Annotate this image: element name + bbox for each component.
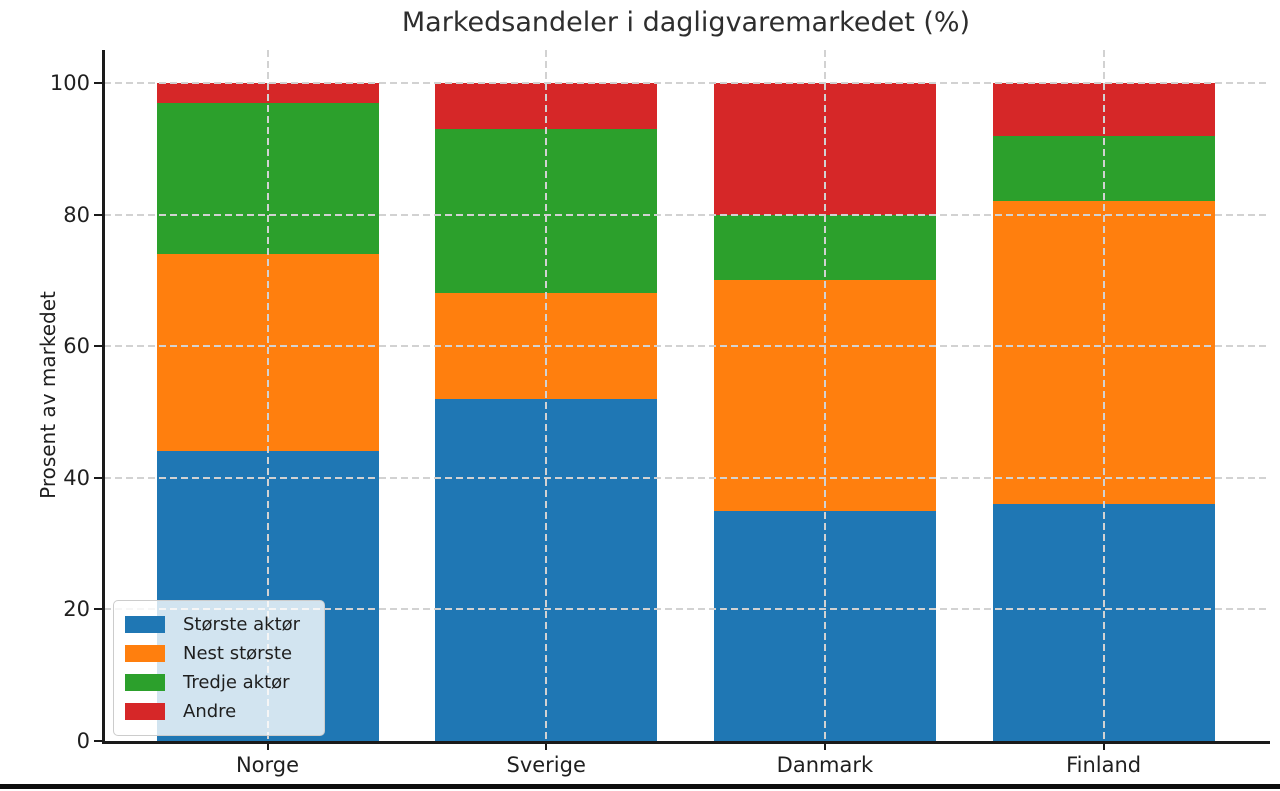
gridline-vertical bbox=[545, 50, 548, 741]
y-tick-mark bbox=[94, 608, 102, 611]
y-tick-label: 80 bbox=[63, 202, 90, 227]
x-tick-mark bbox=[823, 742, 826, 750]
y-tick-mark bbox=[94, 213, 102, 216]
gridline-vertical bbox=[823, 50, 826, 741]
x-axis-spine bbox=[102, 741, 1270, 744]
legend-label: Nest største bbox=[183, 643, 293, 664]
gridline-horizontal bbox=[104, 345, 1268, 348]
y-tick-mark bbox=[94, 345, 102, 348]
legend-item: Nest største bbox=[125, 639, 314, 668]
legend-label: Tredje aktør bbox=[183, 672, 290, 693]
legend-item: Andre bbox=[125, 697, 314, 726]
legend-label: Andre bbox=[183, 701, 237, 722]
gridline-horizontal bbox=[104, 213, 1268, 216]
y-tick-mark bbox=[94, 740, 102, 742]
gridline-vertical bbox=[266, 50, 269, 741]
legend-label: Største aktør bbox=[183, 614, 301, 635]
plot-area bbox=[102, 50, 1270, 744]
x-tick-mark bbox=[266, 742, 269, 750]
x-tick-label: Finland bbox=[1066, 753, 1142, 777]
legend-swatch bbox=[125, 703, 165, 720]
window-edge-bar bbox=[0, 784, 1280, 789]
x-tick-label: Danmark bbox=[776, 753, 874, 777]
x-tick-label: Norge bbox=[235, 753, 300, 777]
y-tick-label: 40 bbox=[63, 465, 90, 490]
legend-swatch bbox=[125, 674, 165, 691]
x-tick-mark bbox=[1102, 742, 1105, 750]
y-tick-mark bbox=[94, 81, 102, 84]
gridline-horizontal bbox=[104, 476, 1268, 479]
gridline-horizontal bbox=[104, 81, 1268, 84]
y-tick-label: 100 bbox=[49, 70, 90, 95]
gridline-horizontal bbox=[104, 608, 1268, 611]
y-tick-label: 20 bbox=[63, 597, 90, 622]
legend: Største aktør Nest største Tredje aktør And… bbox=[113, 600, 325, 736]
y-tick-label: 60 bbox=[63, 334, 90, 359]
chart-title: Markedsandeler i dagligvaremarkedet (%) bbox=[401, 7, 971, 38]
y-tick-label: 0 bbox=[76, 729, 90, 753]
y-tick-mark bbox=[94, 476, 102, 479]
legend-item: Største aktør bbox=[125, 610, 314, 639]
gridline-vertical bbox=[1102, 50, 1105, 741]
x-tick-mark bbox=[545, 742, 548, 750]
y-axis-spine bbox=[102, 50, 105, 743]
legend-swatch bbox=[125, 645, 165, 662]
y-axis-label: Prosent av markedet bbox=[36, 291, 60, 499]
legend-item: Tredje aktør bbox=[125, 668, 314, 697]
legend-swatch bbox=[125, 616, 165, 633]
x-tick-label: Sverige bbox=[506, 753, 586, 777]
